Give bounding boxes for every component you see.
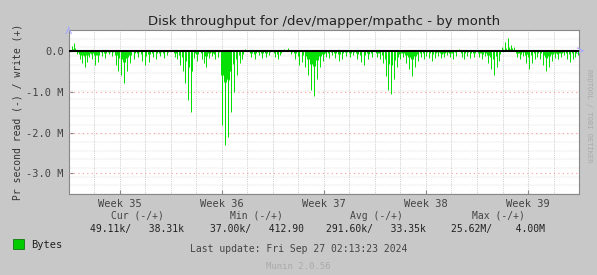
Y-axis label: Pr second read (-) / write (+): Pr second read (-) / write (+) <box>12 24 22 200</box>
Text: Last update: Fri Sep 27 02:13:23 2024: Last update: Fri Sep 27 02:13:23 2024 <box>190 244 407 254</box>
Text: Cur (-/+): Cur (-/+) <box>111 211 164 221</box>
Text: Munin 2.0.56: Munin 2.0.56 <box>266 262 331 271</box>
Text: Min (-/+): Min (-/+) <box>230 211 283 221</box>
Text: Max (-/+): Max (-/+) <box>472 211 525 221</box>
Text: 25.62M/    4.00M: 25.62M/ 4.00M <box>451 224 546 234</box>
Text: 49.11k/   38.31k: 49.11k/ 38.31k <box>90 224 184 234</box>
Text: 291.60k/   33.35k: 291.60k/ 33.35k <box>326 224 426 234</box>
Text: Bytes: Bytes <box>31 240 62 250</box>
Title: Disk throughput for /dev/mapper/mpathc - by month: Disk throughput for /dev/mapper/mpathc -… <box>148 15 500 28</box>
Text: 37.00k/   412.90: 37.00k/ 412.90 <box>210 224 304 234</box>
Text: RRDTOOL / TOBI OETIKER: RRDTOOL / TOBI OETIKER <box>586 69 592 162</box>
Text: Avg (-/+): Avg (-/+) <box>350 211 402 221</box>
